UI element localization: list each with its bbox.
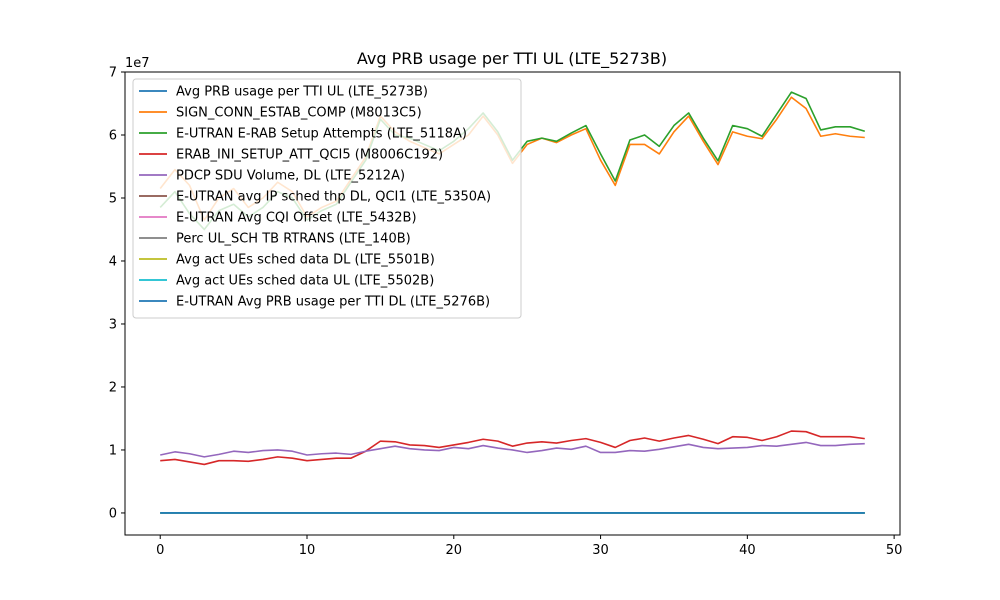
legend-label-5: PDCP SDU Volume, DL (LTE_5212A) — [176, 169, 405, 184]
x-tick-label: 20 — [446, 543, 463, 558]
x-tick-label: 50 — [886, 543, 903, 558]
y-tick-label: 6 — [109, 128, 117, 143]
legend-label-6: E-UTRAN avg IP sched thp DL, QCI1 (LTE_5… — [176, 190, 491, 205]
series-line-5 — [160, 441, 865, 458]
x-tick-label: 0 — [156, 543, 164, 558]
legend-label-1: Avg PRB usage per TTI UL (LTE_5273B) — [176, 85, 428, 100]
legend-label-7: E-UTRAN Avg CQI Offset (LTE_5432B) — [176, 211, 417, 226]
legend-label-9: Avg act UEs sched data DL (LTE_5501B) — [176, 253, 435, 268]
y-tick-label: 4 — [109, 254, 117, 269]
legend-label-8: Perc UL_SCH TB RTRANS (LTE_140B) — [176, 232, 411, 247]
legend-label-4: ERAB_INI_SETUP_ATT_QCI5 (M8006C192) — [176, 148, 443, 163]
y-tick-label: 5 — [109, 191, 117, 206]
legend-label-2: SIGN_CONN_ESTAB_COMP (M8013C5) — [176, 106, 422, 121]
y-tick-label: 3 — [109, 317, 117, 332]
axes-frame — [124, 71, 901, 536]
series-line-4 — [160, 430, 865, 466]
y-axis-multiplier: 1e7 — [125, 56, 150, 71]
y-tick-label: 0 — [109, 506, 117, 521]
legend-label-11: E-UTRAN Avg PRB usage per TTI DL (LTE_52… — [176, 295, 490, 310]
x-tick-label: 40 — [739, 543, 756, 558]
legend-label-10: Avg act UEs sched data UL (LTE_5502B) — [176, 274, 434, 289]
y-tick-label: 7 — [109, 66, 117, 81]
legend-box — [132, 78, 522, 319]
x-tick-label: 30 — [592, 543, 609, 558]
legend-label-3: E-UTRAN E-RAB Setup Attempts (LTE_5118A) — [176, 127, 467, 142]
y-tick-label: 1 — [109, 443, 117, 458]
chart-title: Avg PRB usage per TTI UL (LTE_5273B) — [357, 49, 667, 69]
plot-area: 0 10 20 30 40 50 0 1 2 3 4 5 6 7 Avg PRB usage per TTI… — [109, 66, 903, 559]
x-tick-label: 10 — [299, 543, 316, 558]
y-tick-label: 2 — [109, 380, 117, 395]
